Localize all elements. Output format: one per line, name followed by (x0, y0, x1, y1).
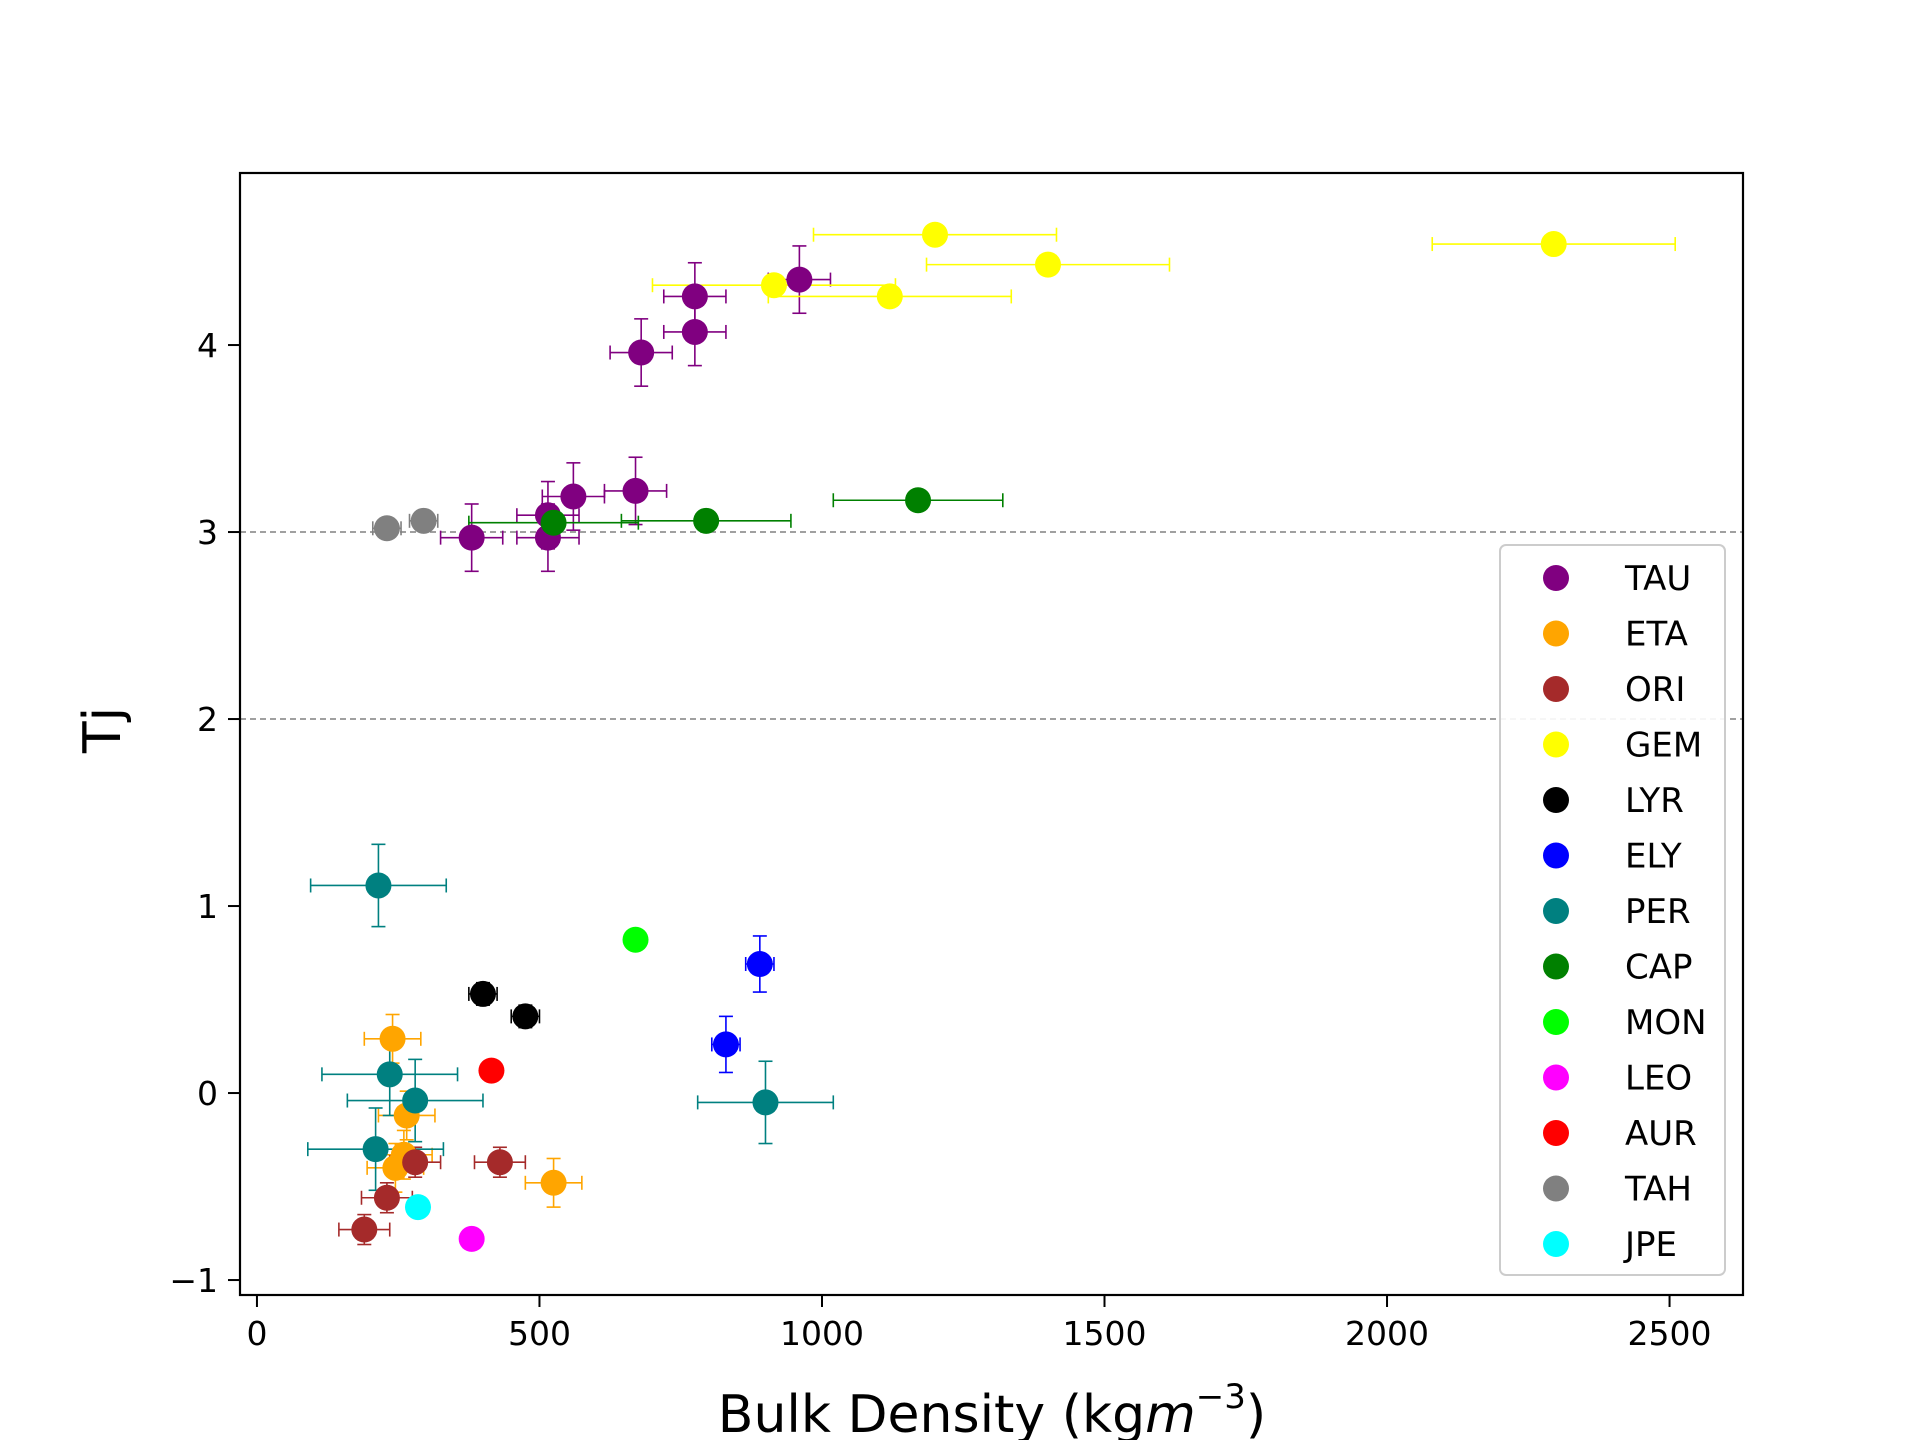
legend-marker-mon (1543, 1009, 1569, 1035)
point-per (402, 1087, 429, 1114)
y-tick-label: 3 (197, 513, 218, 552)
legend-marker-tah (1543, 1175, 1569, 1202)
point-cap (540, 509, 567, 536)
point-cap (693, 507, 720, 534)
point-tah (410, 507, 437, 534)
x-tick-label: 500 (508, 1314, 571, 1353)
y-tick-label: 1 (197, 887, 218, 926)
point-gem (1540, 231, 1567, 258)
axes-background (240, 173, 1743, 1295)
legend-marker-gem (1543, 731, 1569, 758)
point-ely (712, 1031, 739, 1058)
point-eta (540, 1169, 567, 1196)
legend-label-ori: ORI (1625, 670, 1685, 710)
x-axis-title: Bulk Density (kgm−3) (718, 1377, 1266, 1440)
x-tick-label: 0 (246, 1314, 267, 1353)
point-cap (905, 487, 932, 514)
legend-label-eta: ETA (1625, 615, 1688, 655)
point-per (365, 872, 392, 899)
legend-label-cap: CAP (1625, 948, 1693, 988)
x-axis-title-exp: −3 (1196, 1377, 1246, 1417)
legend-marker-aur (1543, 1120, 1569, 1146)
point-jpe (404, 1194, 431, 1221)
point-ori (486, 1149, 513, 1176)
x-tick-label: 1000 (780, 1314, 864, 1353)
legend-label-tah: TAH (1624, 1170, 1692, 1210)
data-points (351, 221, 1567, 1252)
point-tau (786, 266, 813, 293)
point-per (752, 1089, 779, 1116)
legend-marker-leo (1543, 1064, 1569, 1091)
legend-marker-per (1543, 898, 1569, 924)
legend-marker-cap (1543, 953, 1569, 980)
point-aur (478, 1057, 505, 1084)
point-ely (746, 951, 773, 978)
legend-marker-lyr (1543, 787, 1569, 813)
legend-label-jpe: JPE (1623, 1225, 1677, 1265)
x-axis-title-main: Bulk Density (kg (718, 1385, 1145, 1440)
plot-area (238, 171, 1745, 1297)
point-lyr (512, 1003, 539, 1030)
legend-marker-ori (1543, 676, 1569, 702)
point-mon (622, 926, 649, 953)
y-tick-label: 0 (197, 1074, 218, 1113)
legend-label-gem: GEM (1625, 726, 1702, 766)
point-gem (876, 283, 903, 310)
legend-label-ely: ELY (1625, 837, 1682, 877)
point-leo (458, 1225, 485, 1252)
point-ori (373, 1184, 400, 1211)
point-gem (921, 221, 948, 248)
legend-label-leo: LEO (1625, 1059, 1692, 1099)
legend-marker-ely (1543, 842, 1569, 869)
point-lyr (469, 980, 496, 1007)
point-tau (628, 339, 655, 366)
point-ori (351, 1216, 378, 1243)
point-tah (373, 515, 400, 542)
x-axis-title-var: m (1145, 1385, 1196, 1440)
point-gem (760, 272, 787, 299)
y-tick-label: 4 (197, 326, 218, 365)
x-tick-label: 2500 (1628, 1314, 1712, 1353)
point-tau (681, 283, 708, 310)
legend-label-per: PER (1625, 892, 1691, 932)
x-axis-ticks: 0 500 1000 1500 2000 2500 (246, 1295, 1712, 1353)
legend-label-tau: TAU (1624, 559, 1691, 599)
legend-label-lyr: LYR (1625, 781, 1684, 821)
y-tick-label: −1 (169, 1261, 218, 1300)
axes-frame (238, 171, 1745, 1297)
y-tick-label: 2 (197, 700, 218, 739)
point-per (376, 1061, 403, 1088)
point-ori (402, 1149, 429, 1176)
legend-marker-eta (1543, 620, 1569, 647)
legend: TAU ETA ORI GEM LYR ELY PER CAP MON LEO AUR TAH JPE (1499, 544, 1726, 1276)
x-axis-title-close: ) (1246, 1385, 1266, 1440)
point-eta (379, 1025, 406, 1052)
point-tau (622, 477, 649, 504)
legend-marker-tau (1543, 565, 1569, 591)
point-tau (681, 318, 708, 345)
point-per (362, 1136, 389, 1163)
point-tau (458, 524, 485, 551)
y-axis-title: Tj (73, 707, 133, 754)
point-tau (560, 483, 587, 510)
legend-label-aur: AUR (1625, 1114, 1697, 1154)
y-axis-ticks: −1 0 1 2 3 4 (169, 326, 240, 1300)
legend-marker-jpe (1543, 1231, 1569, 1257)
point-gem (1035, 251, 1062, 278)
x-tick-label: 1500 (1063, 1314, 1147, 1353)
x-tick-label: 2000 (1345, 1314, 1429, 1353)
legend-box (1499, 544, 1726, 1276)
reference-lines (240, 531, 1743, 720)
legend-label-mon: MON (1625, 1003, 1707, 1043)
